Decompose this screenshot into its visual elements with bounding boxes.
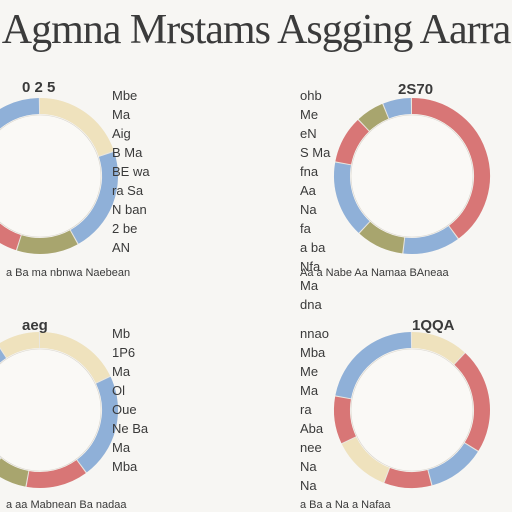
donut-slice-3 <box>26 459 86 488</box>
donut-slice-6 <box>0 332 40 358</box>
legend-label: Oue <box>112 402 137 417</box>
legend-label: Na <box>300 478 317 493</box>
legend-label: Ma <box>300 383 319 398</box>
donut-chart-1: 0 2 5 Mbe Ma Aig B Ma BE wa ra Sa N ban 2 be AN a … <box>0 79 150 279</box>
legend-label: Ma <box>112 440 131 455</box>
donut-slice-2 <box>454 353 490 451</box>
legend-label: Ol <box>112 383 125 398</box>
chart-footer: a aa Mabnean Ba nadaa <box>6 499 127 511</box>
legend-label: Aa <box>300 183 317 198</box>
donut-chart-4: 1QQA nnao Mba Me Ma ra Aba nee Na Na a Ba a Na a N… <box>300 317 490 511</box>
legend-label: AN <box>112 240 130 255</box>
page-title: Agmna Mrstams Asgging Aarra <box>1 7 511 53</box>
legend-label: Me <box>300 364 318 379</box>
chart-title: 1QQA <box>412 317 455 334</box>
legend-label: Nfa <box>300 259 321 274</box>
legend-label: Mba <box>112 459 138 474</box>
legend-label: Ma <box>112 364 131 379</box>
legend-label: Aig <box>112 126 131 141</box>
chart-footer: Aa a Nabe Aa Namaa BAneaa <box>300 267 449 279</box>
legend-label: Mba <box>300 345 326 360</box>
legend-label: ra <box>300 402 312 417</box>
donut-slice-2 <box>403 225 458 254</box>
legend-label: fna <box>300 164 319 179</box>
donut-slice-6 <box>334 396 357 444</box>
donut-slice-4 <box>384 467 432 488</box>
chart-title: 0 2 5 <box>22 79 55 96</box>
donut-chart-3: aeg Mb 1P6 Ma Ol Oue Ne Ba Ma Mba a aa Mabnean Ba… <box>0 317 149 511</box>
legend-label: 1P6 <box>112 345 135 360</box>
legend-label: Ne Ba <box>112 421 149 436</box>
donut-slice-1 <box>39 98 114 157</box>
donut-slice-4 <box>334 162 370 233</box>
legend-label: Ma <box>300 278 319 293</box>
donut-slice-4 <box>0 223 22 251</box>
legend-label: Ma <box>112 107 131 122</box>
legend-label: Aba <box>300 421 324 436</box>
donut-slice-5 <box>335 119 370 165</box>
donut-slice-3 <box>17 230 78 254</box>
legend-label: B Ma <box>112 145 143 160</box>
donut-slice-7 <box>335 332 412 399</box>
legend-label: a ba <box>300 240 326 255</box>
chart-title: aeg <box>22 317 48 334</box>
legend-label: Mbe <box>112 88 137 103</box>
donut-slice-3 <box>359 221 405 254</box>
legend-label: ra Sa <box>112 183 144 198</box>
donut-slice-1 <box>411 98 490 239</box>
legend-label: 2 be <box>112 221 137 236</box>
donut-slice-2 <box>70 151 118 244</box>
donut-hole <box>0 348 102 472</box>
donut-slice-7 <box>383 98 412 119</box>
legend-label: dna <box>300 297 322 312</box>
donut-slice-3 <box>428 442 478 486</box>
legend-label: Me <box>300 107 318 122</box>
donut-hole <box>350 348 474 472</box>
legend-label: nee <box>300 440 322 455</box>
legend-label: S Ma <box>300 145 331 160</box>
donut-slice-6 <box>0 98 40 129</box>
legend-label: Na <box>300 459 317 474</box>
donut-hole <box>350 114 474 238</box>
donut-slice-1 <box>39 332 111 384</box>
donut-chart-2: 2S70 ohb Me eN S Ma fna Aa Na fa a ba Nfa Ma dna Aa a… <box>300 81 490 312</box>
donut-slice-5 <box>341 436 390 483</box>
legend-label: ohb <box>300 88 322 103</box>
legend-label: eN <box>300 126 317 141</box>
donut-slice-6 <box>358 103 389 132</box>
donut-slice-4 <box>0 458 29 487</box>
chart-title: 2S70 <box>398 81 433 98</box>
donut-slice-1 <box>411 332 465 365</box>
legend-label: Na <box>300 202 317 217</box>
donut-slice-2 <box>76 376 118 473</box>
donut-hole <box>0 114 102 238</box>
chart-footer: a Ba a Na a Nafaa <box>300 499 391 511</box>
legend-label: nnao <box>300 326 329 341</box>
chart-footer: a Ba ma nbnwa Naebean <box>6 267 130 279</box>
legend-label: BE wa <box>112 164 150 179</box>
legend-label: N ban <box>112 202 147 217</box>
legend-label: Mb <box>112 326 130 341</box>
legend-label: fa <box>300 221 312 236</box>
